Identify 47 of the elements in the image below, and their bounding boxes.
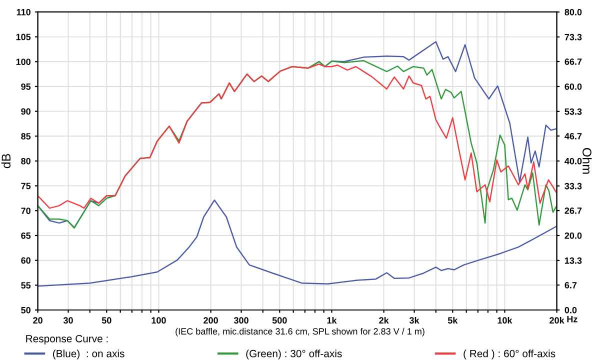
x-tick-label: 100 xyxy=(152,317,166,324)
y2-tick-label: 73.3 xyxy=(564,34,582,40)
legend-label: (Green) : 30° off-axis xyxy=(246,350,342,360)
y2-tick-label: 60.0 xyxy=(564,83,582,90)
y2-tick-label: 40.0 xyxy=(564,158,582,164)
x-tick-label: 2k xyxy=(379,316,389,324)
legend-label: (Blue) : on axis xyxy=(53,350,124,360)
y-tick-label: 80 xyxy=(21,158,30,164)
x-tick-label: 1k xyxy=(327,316,337,324)
y-tick-label: 50 xyxy=(21,306,30,314)
x-tick-label: 3k xyxy=(409,316,420,324)
x-tick-label: 30 xyxy=(63,317,73,324)
y-tick-label: 90 xyxy=(21,108,30,115)
y2-axis-title: Ohm xyxy=(582,148,592,174)
y2-tick-label: 26.7 xyxy=(564,208,582,214)
y-tick-label: 85 xyxy=(21,133,31,140)
y-tick-label: 75 xyxy=(21,182,31,190)
y2-tick-label: 53.3 xyxy=(564,108,582,115)
y2-tick-label: 0.0 xyxy=(564,306,577,314)
y-tick-label: 110 xyxy=(16,8,30,16)
x-tick-label: 20k xyxy=(550,316,564,324)
x-tick-label: 50 xyxy=(102,317,112,324)
x-axis-title: Hz xyxy=(567,316,578,322)
x-tick-label: 5k xyxy=(448,316,458,324)
y-tick-label: 55 xyxy=(21,282,31,289)
x-tick-label: 10k xyxy=(498,316,512,324)
y2-tick-label: 80.0 xyxy=(564,8,582,16)
y-tick-label: 70 xyxy=(21,208,30,214)
y2-tick-label: 6.7 xyxy=(564,282,577,288)
y-tick-label: 60 xyxy=(21,257,30,264)
legend-label: ( Red ) : 60° off-axis xyxy=(464,350,556,360)
y2-tick-label: 66.7 xyxy=(564,58,582,65)
y-tick-label: 65 xyxy=(21,232,31,239)
y-tick-label: 100 xyxy=(16,58,30,66)
y2-tick-label: 13.3 xyxy=(565,257,582,264)
y2-tick-label: 20.0 xyxy=(564,232,582,239)
x-tick-label: 20 xyxy=(33,317,42,324)
y-tick-label: 95 xyxy=(21,83,31,90)
y-tick-label: 105 xyxy=(16,34,31,40)
x-tick-label: 200 xyxy=(204,317,218,324)
x-tick-label: 500 xyxy=(272,317,287,324)
y-axis-title: dB xyxy=(1,154,11,168)
y2-tick-label: 33.3 xyxy=(564,182,582,190)
x-tick-label: 300 xyxy=(234,317,248,324)
legend-title: Response Curve : xyxy=(26,334,108,344)
y2-tick-label: 46.7 xyxy=(564,133,582,140)
text: (IEC baffle, mic.distance 31.6 cm, SPL shown for 2.83 V / 1 m) xyxy=(176,328,424,336)
